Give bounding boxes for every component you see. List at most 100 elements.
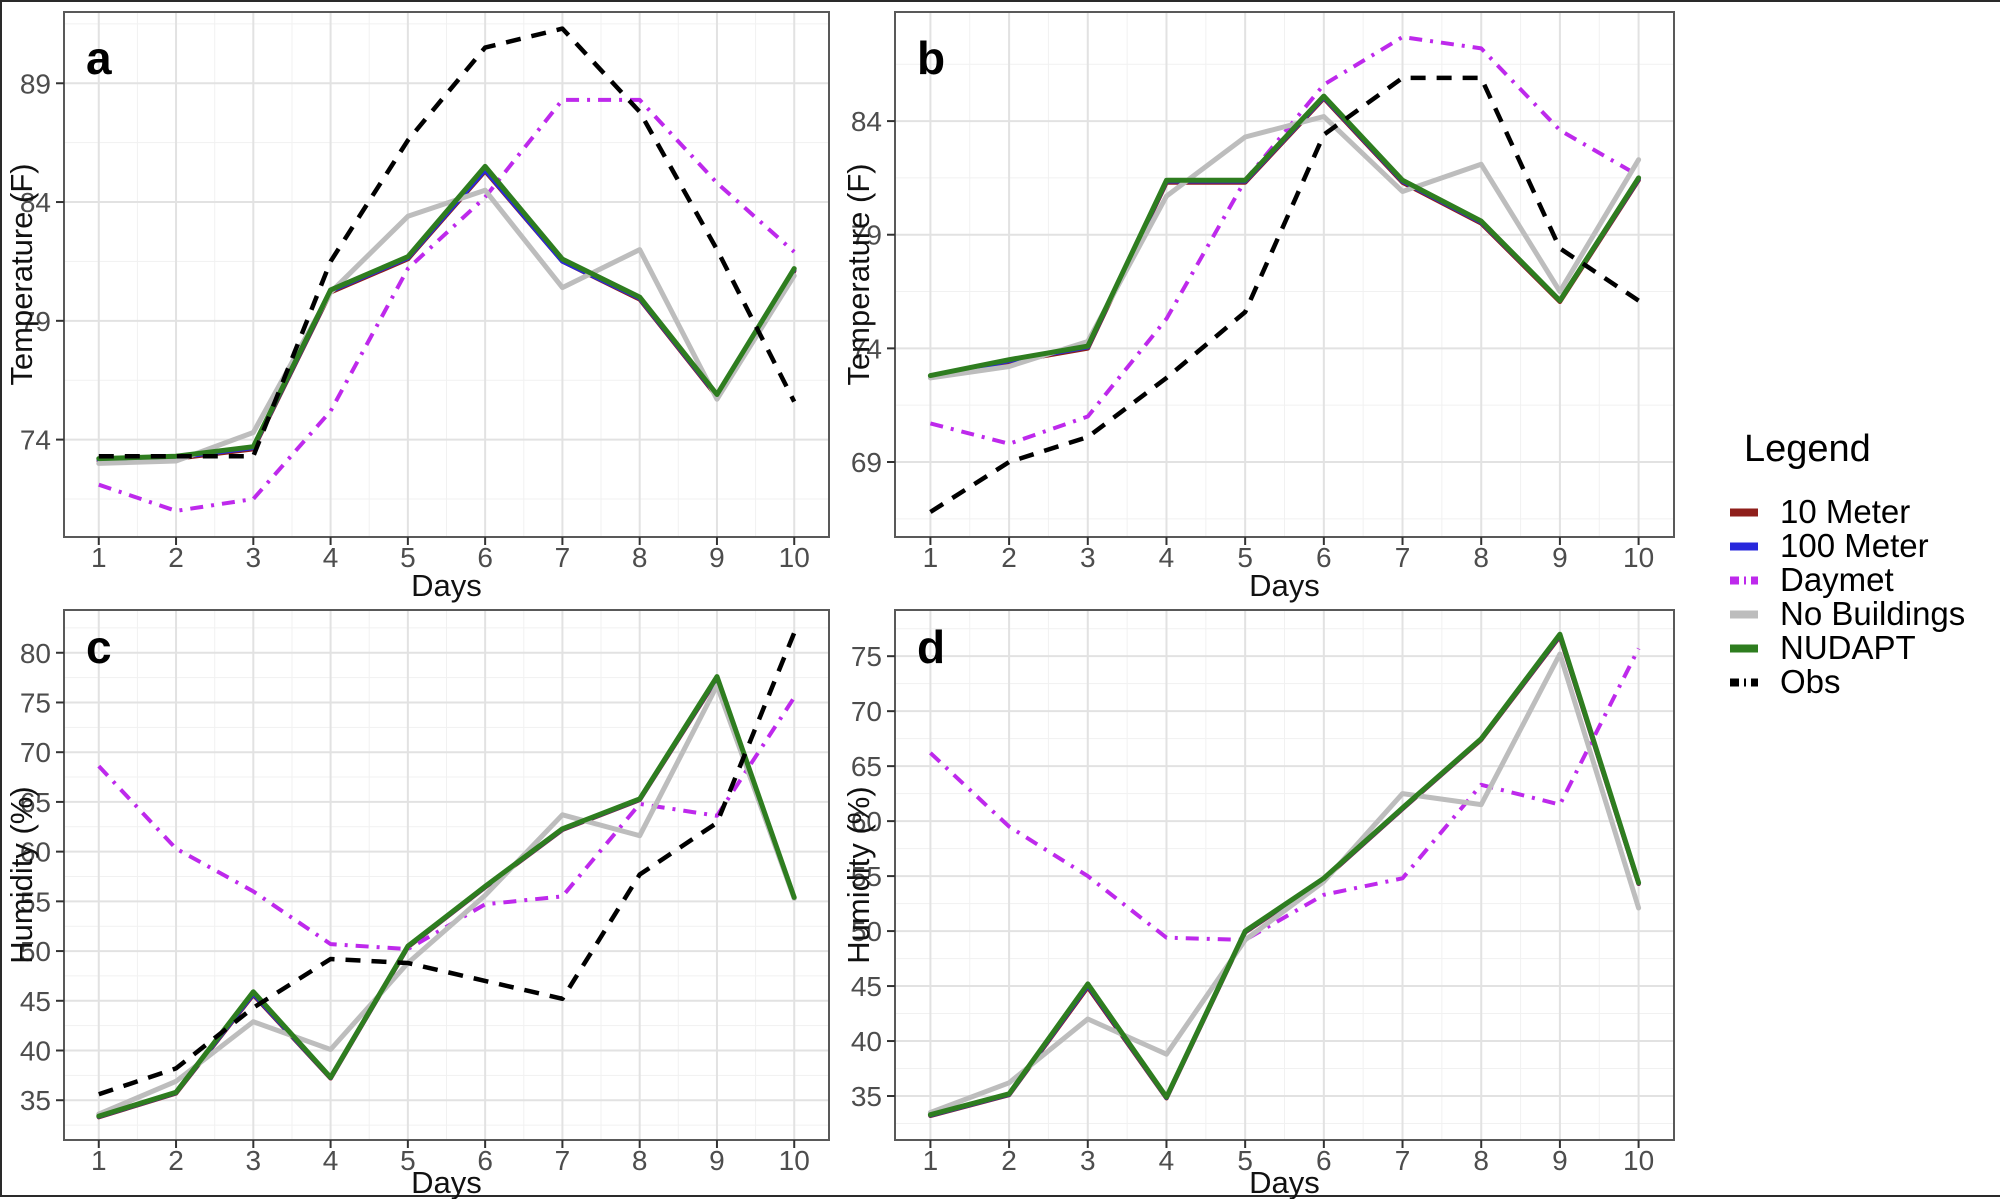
panel-letter: a (86, 32, 112, 84)
y-axis-tick-label: 75 (851, 641, 882, 672)
legend-item-nudapt: NUDAPT (1730, 629, 2000, 666)
series-line-daymet (98, 97, 796, 513)
x-axis-tick-label: 10 (1623, 1145, 1654, 1176)
legend-item-100-meter: 100 Meter (1730, 527, 2000, 564)
x-axis-tick-label: 1 (91, 542, 107, 573)
y-axis-tick-label: 84 (851, 106, 882, 137)
series-line-obs (98, 632, 797, 1097)
series-line-nudapt (96, 163, 797, 462)
panel-b-temperature-chart: 1 2 3 4 5 6 7 8 9 10 69 74 79 84 Days Temperature (F) b (841, 2, 1712, 607)
x-axis-tick-label: 2 (1001, 542, 1017, 573)
x-axis-tick-label: 7 (555, 542, 571, 573)
y-axis-tick-label: 50 (20, 936, 51, 967)
x-axis-tick-label: 9 (1552, 1145, 1568, 1176)
legend-label: Daymet (1780, 561, 1894, 598)
legend-item-10-meter: 10 Meter (1730, 493, 2000, 530)
y-axis-tick-label: 55 (851, 861, 882, 892)
x-axis-tick-label: 10 (1623, 542, 1654, 573)
charts-grid: 1 2 3 4 5 6 7 8 9 10 74 79 84 89 Days Temperature (F) a … (2, 2, 1712, 1199)
x-axis-tick-label: 5 (400, 1145, 416, 1176)
legend: Legend 10 Meter 100 Meter Daymet No Buil… (1730, 428, 2000, 700)
y-axis-tick-label: 55 (20, 886, 51, 917)
x-axis-tick-label: 4 (1159, 542, 1175, 573)
x-axis-title: Days (1249, 1165, 1320, 1199)
y-axis-tick-label: 74 (851, 333, 882, 364)
series-line-no_buildings (96, 187, 797, 466)
x-axis-tick-label: 10 (779, 542, 810, 573)
panel-b-svg: 1 2 3 4 5 6 7 8 9 10 69 74 79 84 Days Temperature (F) b (841, 11, 1675, 603)
y-axis-tick-label: 45 (20, 986, 51, 1017)
y-axis-tick-label: 84 (20, 187, 51, 218)
panel-letter: b (917, 32, 945, 84)
x-axis-tick-label: 3 (1080, 542, 1096, 573)
plot-border (63, 11, 830, 538)
y-axis-title: Temperature (F) (4, 163, 39, 385)
series-line-nudapt (927, 631, 1642, 1118)
x-axis-tick-label: 3 (246, 542, 262, 573)
plot-border (894, 11, 1675, 538)
x-axis-tick-label: 1 (91, 1145, 107, 1176)
plot-border (894, 609, 1675, 1141)
y-axis-tick-label: 74 (20, 425, 51, 456)
x-axis-tick-label: 1 (923, 542, 939, 573)
series-lines (927, 35, 1642, 514)
gridlines (895, 12, 1674, 537)
x-axis-tick-label: 6 (477, 1145, 493, 1176)
series-line-no_buildings (96, 683, 797, 1117)
x-axis-title: Days (411, 1165, 482, 1199)
x-axis-tick-label: 6 (1316, 542, 1332, 573)
series-line-daymet (929, 647, 1641, 942)
legend-label: 10 Meter (1780, 493, 1911, 530)
x-axis-tick-label: 10 (779, 1145, 810, 1176)
panel-d-svg: 1 2 3 4 5 6 7 8 9 10354045505560657075DaysHumidit… (841, 609, 1675, 1199)
series-lines (96, 26, 797, 513)
x-axis-tick-label: 6 (477, 542, 493, 573)
legend-label: Obs (1780, 663, 1841, 700)
y-axis-tick-label: 69 (851, 447, 882, 478)
x-axis-tick-label: 4 (323, 1145, 339, 1176)
ten-meter-line-swatch-icon (1730, 508, 1758, 517)
legend-item-no-buildings: No Buildings (1730, 595, 2000, 632)
y-axis-tick-label: 89 (20, 68, 51, 99)
no-buildings-line-swatch-icon (1730, 610, 1758, 619)
y-axis-tick-label: 75 (20, 687, 51, 718)
y-axis-tick-label: 60 (851, 806, 882, 837)
x-axis-tick-label: 9 (709, 1145, 725, 1176)
x-axis-tick-label: 6 (1316, 1145, 1332, 1176)
y-axis-tick-label: 70 (851, 696, 882, 727)
x-axis-title: Days (1249, 568, 1320, 603)
nudapt-line-swatch-icon (1730, 644, 1758, 653)
x-axis-tick-label: 7 (1395, 1145, 1411, 1176)
panel-d-humidity-chart: 1 2 3 4 5 6 7 8 9 10 35 40 45 50 55 60 65 70 75 Days Humidit… (841, 607, 1712, 1199)
y-axis-tick-label: 40 (20, 1036, 51, 1067)
y-axis-tick-label: 70 (20, 737, 51, 768)
gridlines (895, 610, 1674, 1140)
x-axis-tick-label: 9 (1552, 542, 1568, 573)
y-axis-tick-label: 35 (851, 1081, 882, 1112)
panel-a-temperature-chart: 1 2 3 4 5 6 7 8 9 10 74 79 84 89 Days Temperature (F) a (2, 2, 847, 607)
x-axis-tick-label: 4 (323, 542, 339, 573)
y-axis-title: Humidity (%) (841, 786, 876, 963)
y-axis-tick-label: 65 (20, 787, 51, 818)
gridlines (64, 12, 829, 537)
y-axis-tick-label: 40 (851, 1026, 882, 1057)
x-axis-tick-label: 4 (1159, 1145, 1175, 1176)
x-axis-tick-label: 8 (1473, 1145, 1489, 1176)
x-axis-title: Days (411, 568, 482, 603)
legend-label: NUDAPT (1780, 629, 1916, 666)
series-line-nudapt (927, 93, 1642, 379)
y-axis-tick-label: 50 (851, 916, 882, 947)
plot-border (63, 609, 830, 1141)
series-line-daymet (929, 35, 1640, 446)
y-axis-tick-label: 80 (20, 638, 51, 669)
y-axis-tick-label: 79 (20, 306, 51, 337)
x-axis-tick-label: 5 (1237, 542, 1253, 573)
x-axis-tick-label: 1 (923, 1145, 939, 1176)
y-axis-tick-label: 79 (851, 220, 882, 251)
hundred-meter-line-swatch-icon (1730, 542, 1758, 551)
legend-item-daymet: Daymet (1730, 561, 2000, 598)
daymet-dashdot-swatch-icon (1730, 576, 1758, 585)
